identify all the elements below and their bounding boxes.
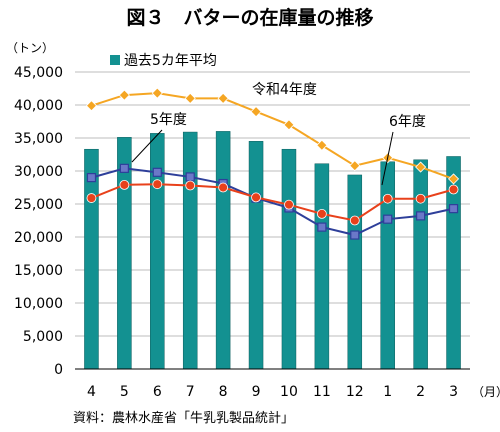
data-point	[217, 92, 229, 104]
x-tick-label: 6	[153, 384, 162, 400]
x-tick-label: 8	[219, 384, 228, 400]
data-point	[185, 172, 195, 182]
data-point	[447, 173, 460, 185]
data-point	[185, 180, 196, 191]
data-point	[85, 100, 98, 112]
data-point	[218, 182, 229, 193]
y-unit-label: （トン）	[6, 41, 54, 55]
callout-5: 5年度	[150, 112, 187, 128]
x-tick-label: 7	[186, 384, 195, 400]
data-point	[317, 222, 327, 232]
y-tick-label: 0	[54, 362, 63, 378]
bar-series	[84, 131, 461, 370]
chart-title: 図３ バターの在庫量の推移	[126, 6, 373, 29]
data-point	[283, 119, 295, 131]
data-point	[118, 89, 130, 101]
data-point	[448, 204, 459, 214]
y-tick-label: 20,000	[14, 230, 63, 246]
data-point	[184, 92, 196, 104]
y-tick-label: 15,000	[14, 263, 63, 279]
data-point	[86, 193, 97, 203]
bar	[347, 174, 363, 370]
x-tick-label: 9	[252, 384, 261, 400]
x-tick-label: 2	[416, 384, 425, 400]
x-tick-label: 4	[87, 384, 96, 400]
data-point	[316, 139, 328, 151]
x-tick-label: 10	[280, 384, 298, 400]
y-tick-label: 45,000	[14, 65, 63, 81]
x-tick-label: 11	[313, 384, 331, 400]
data-point	[349, 160, 361, 172]
callout-6-leader	[381, 131, 394, 186]
bar	[413, 159, 428, 370]
data-point	[416, 211, 426, 221]
source-note: 資料：農林水産省「牛乳乳製品統計」	[73, 410, 294, 426]
x-tick-labels: 4 5 6 7 8 9 10 11 12 1 2 3	[87, 384, 458, 400]
data-point	[152, 167, 162, 177]
bar	[380, 161, 395, 370]
bar	[248, 141, 264, 370]
y-tick-label: 5,000	[23, 329, 63, 345]
data-point	[250, 106, 262, 118]
callout-r4: 令和4年度	[252, 82, 317, 98]
bar	[215, 131, 231, 370]
series-line	[91, 167, 454, 237]
data-point	[383, 214, 393, 224]
data-point	[349, 215, 360, 226]
data-point	[251, 192, 261, 203]
data-point	[152, 179, 163, 190]
callout-5-leader	[131, 129, 163, 163]
data-point	[415, 193, 426, 204]
x-unit-label: （月）	[472, 385, 500, 399]
y-tick-label: 40,000	[14, 98, 63, 114]
x-tick-label: 5	[120, 384, 129, 400]
x-tick-label: 1	[383, 384, 392, 400]
data-point	[448, 184, 459, 195]
data-point	[151, 87, 163, 99]
data-point	[86, 173, 97, 183]
x-tick-label: 12	[346, 384, 364, 400]
x-tick-label: 3	[449, 384, 458, 400]
data-point	[284, 199, 294, 210]
data-point	[382, 193, 393, 204]
legend-label-average: 過去5カ年平均	[124, 53, 217, 69]
callout-6: 6年度	[389, 114, 426, 130]
bar	[281, 148, 297, 370]
data-point	[119, 179, 130, 190]
y-tick-label: 10,000	[14, 296, 63, 312]
line-series	[85, 87, 460, 240]
y-tick-label: 30,000	[14, 164, 63, 180]
data-point	[316, 208, 327, 219]
series-line	[91, 183, 454, 222]
bar	[314, 163, 330, 370]
series-callouts: 令和4年度 5年度 6年度	[131, 82, 426, 186]
data-point	[119, 163, 129, 173]
y-tick-label: 35,000	[14, 131, 63, 147]
data-point	[415, 161, 427, 173]
y-tick-label: 25,000	[14, 197, 63, 213]
bar	[182, 131, 198, 370]
legend: 過去5カ年平均	[110, 53, 217, 69]
legend-swatch-average	[110, 55, 120, 65]
data-point	[350, 230, 360, 240]
y-tick-labels: 0 5,000 10,000 15,000 20,000 25,000 30,000 35,0…	[14, 65, 63, 378]
series-line	[91, 92, 454, 180]
